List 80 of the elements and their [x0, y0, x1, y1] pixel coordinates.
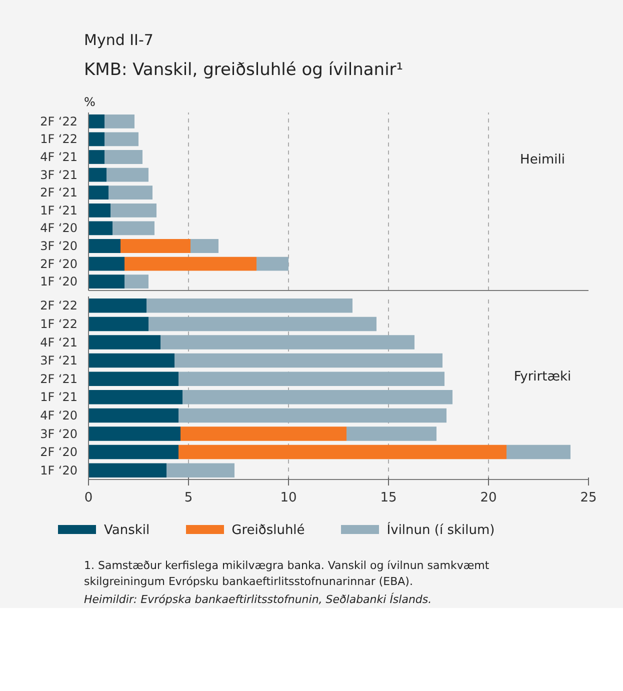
- bar: [146, 298, 352, 313]
- bar: [190, 239, 218, 253]
- bar: [104, 132, 138, 146]
- y-tick-label: 3F ‘21: [40, 168, 78, 182]
- text: 1. Samstæður kerfislega mikilvægra banka. Vanskil og ívilnun samkvæmt skilgreiningum Evrópsku bankaeftirlitsstofnunarinnar (EBA).: [84, 558, 490, 590]
- x-tick-label: 20: [480, 490, 497, 506]
- y-tick-label: 2F ‘20: [40, 256, 78, 271]
- bar: [124, 256, 256, 271]
- legend-label: Vanskil: [104, 523, 150, 538]
- y-tick-label: 4F ‘21: [40, 150, 78, 164]
- x-tick-label: 15: [380, 490, 397, 506]
- bar: [182, 390, 452, 404]
- bar: [180, 426, 346, 441]
- y-tick-label: 1F ‘20: [40, 463, 78, 478]
- bar: [88, 390, 182, 404]
- x-tick-label: 0: [84, 490, 93, 506]
- bar: [88, 274, 124, 289]
- bar: [178, 372, 444, 386]
- y-tick-label: 2F ‘22: [40, 114, 78, 128]
- bar: [110, 203, 156, 218]
- legend-label: Ívilnun (í skilum): [386, 523, 495, 538]
- x-tick-label: 10: [280, 490, 297, 506]
- bar: [160, 335, 414, 350]
- bar: [346, 426, 436, 441]
- y-tick-label: 1F ‘22: [40, 316, 78, 331]
- bar: [120, 239, 190, 253]
- y-tick-label: 1F ‘21: [40, 390, 78, 404]
- bar: [88, 316, 148, 332]
- y-tick-label: 3F ‘21: [40, 354, 78, 368]
- bar: [88, 408, 178, 423]
- y-tick-label: 2F ‘21: [40, 372, 78, 386]
- x-tick-label: 5: [184, 490, 193, 506]
- bar: [166, 463, 234, 478]
- bar: [88, 353, 174, 368]
- bar: [88, 335, 160, 350]
- bar: [88, 256, 124, 271]
- bar: [178, 444, 506, 460]
- bar: [88, 372, 178, 386]
- bar: [88, 463, 166, 478]
- x-axis-title: %: [84, 94, 96, 111]
- bar: [88, 239, 120, 253]
- bar: [88, 203, 110, 218]
- bar: [104, 114, 134, 128]
- y-tick-label: 2F ‘21: [40, 186, 78, 200]
- bar: [88, 298, 146, 313]
- bar: [104, 150, 142, 164]
- bar: [88, 444, 178, 460]
- y-tick-label: 1F ‘22: [40, 132, 78, 146]
- bar: [88, 168, 106, 182]
- x-tick-label: 25: [580, 490, 597, 506]
- y-tick-label: 4F ‘20: [40, 221, 78, 236]
- y-tick-label: 3F ‘20: [40, 426, 78, 441]
- text: Heimildir: Evrópska bankaeftirlitsstofnunin, Seðlabanki Íslands.: [84, 592, 432, 608]
- annotation: Heimili: [520, 152, 565, 168]
- y-tick-label: 1F ‘21: [40, 203, 78, 218]
- bar: [506, 444, 570, 460]
- bar: [88, 132, 104, 146]
- chart-title: Mynd II-7: [84, 30, 154, 51]
- y-tick-label: 2F ‘20: [40, 445, 78, 460]
- y-tick-label: 2F ‘22: [40, 298, 78, 313]
- bar: [178, 408, 446, 423]
- y-tick-label: 4F ‘21: [40, 335, 78, 350]
- bar: [88, 426, 180, 441]
- chart-subtitle: KMB: Vanskil, greiðsluhlé og ívilnanir¹: [84, 59, 404, 82]
- y-tick-label: 1F ‘20: [40, 274, 78, 289]
- y-tick-label: 3F ‘20: [40, 239, 78, 253]
- bar: [88, 114, 104, 128]
- bar: [106, 168, 148, 182]
- bar: [88, 150, 104, 164]
- annotation: Fyrirtæki: [514, 369, 572, 384]
- bar: [88, 221, 112, 236]
- bar: [108, 186, 152, 200]
- y-tick-label: 4F ‘20: [40, 408, 78, 422]
- bar: [112, 221, 154, 236]
- bar: [174, 353, 442, 368]
- bar: [88, 186, 108, 200]
- bar: [124, 274, 148, 289]
- legend-label: Greiðsluhlé: [232, 523, 305, 538]
- bar: [256, 256, 288, 271]
- bar: [148, 316, 376, 332]
